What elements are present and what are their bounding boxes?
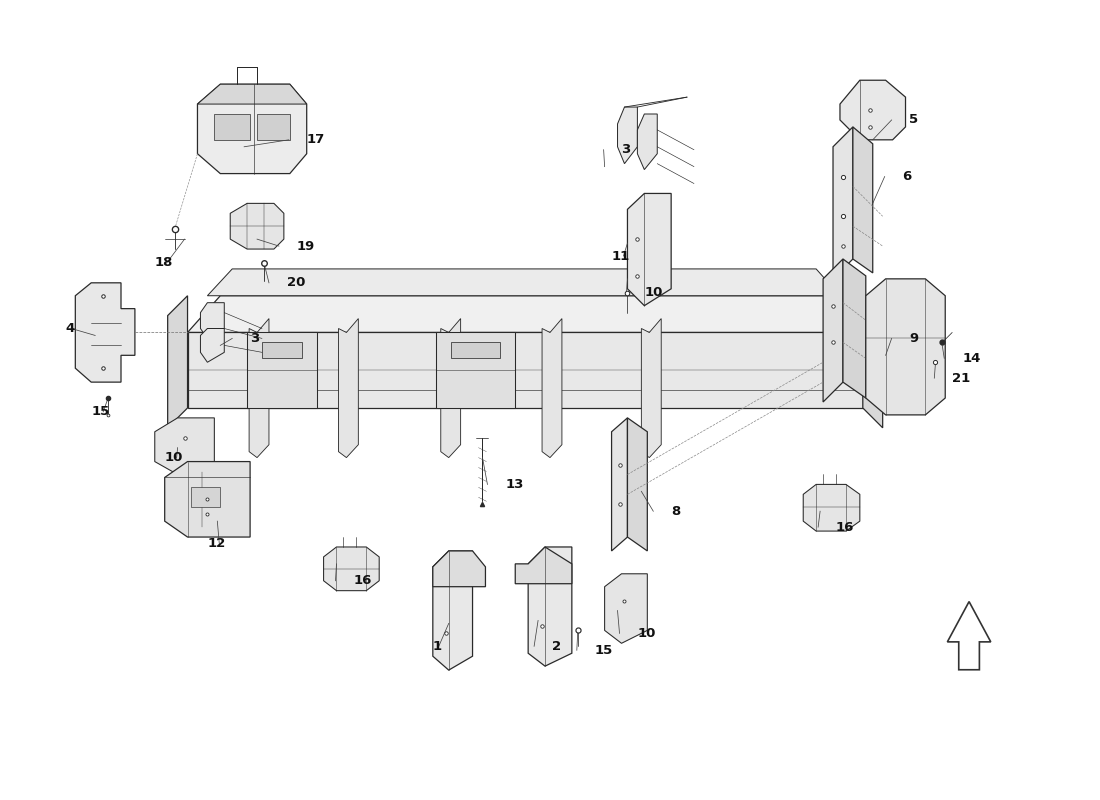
Polygon shape xyxy=(803,485,860,531)
Polygon shape xyxy=(249,318,270,458)
Polygon shape xyxy=(637,114,658,170)
Text: 10: 10 xyxy=(637,627,656,640)
Text: 4: 4 xyxy=(65,322,75,335)
Text: 20: 20 xyxy=(287,276,305,290)
Text: 8: 8 xyxy=(671,505,681,518)
Polygon shape xyxy=(208,269,840,296)
Polygon shape xyxy=(542,318,562,458)
Polygon shape xyxy=(840,269,862,322)
Polygon shape xyxy=(432,551,473,670)
Polygon shape xyxy=(612,418,627,551)
Polygon shape xyxy=(167,296,187,428)
Polygon shape xyxy=(187,296,862,333)
Polygon shape xyxy=(262,342,301,358)
Polygon shape xyxy=(432,551,485,586)
Text: 17: 17 xyxy=(307,134,324,146)
Polygon shape xyxy=(833,127,853,279)
Text: 10: 10 xyxy=(165,451,183,464)
Polygon shape xyxy=(641,318,661,458)
Polygon shape xyxy=(200,329,224,362)
Text: 15: 15 xyxy=(91,406,110,418)
Polygon shape xyxy=(862,296,882,428)
Polygon shape xyxy=(155,418,214,474)
Polygon shape xyxy=(451,342,501,358)
Polygon shape xyxy=(190,487,220,507)
Text: 6: 6 xyxy=(902,170,912,183)
Polygon shape xyxy=(605,574,647,643)
Polygon shape xyxy=(198,84,307,174)
Polygon shape xyxy=(436,333,515,408)
Polygon shape xyxy=(257,114,289,140)
Text: 19: 19 xyxy=(297,239,315,253)
Polygon shape xyxy=(198,84,307,104)
Polygon shape xyxy=(866,279,945,415)
Polygon shape xyxy=(617,107,637,164)
Polygon shape xyxy=(187,333,862,408)
Polygon shape xyxy=(852,127,872,273)
Polygon shape xyxy=(627,418,647,551)
Text: 14: 14 xyxy=(962,352,980,365)
Text: 5: 5 xyxy=(910,114,918,126)
Polygon shape xyxy=(528,547,572,666)
Text: 15: 15 xyxy=(595,644,613,657)
Polygon shape xyxy=(214,114,250,140)
Text: 11: 11 xyxy=(612,250,630,262)
Text: 3: 3 xyxy=(250,332,260,345)
Text: 10: 10 xyxy=(645,286,662,299)
Polygon shape xyxy=(627,194,671,306)
Polygon shape xyxy=(165,462,250,537)
Polygon shape xyxy=(840,80,905,140)
Text: 9: 9 xyxy=(910,332,918,345)
Text: 1: 1 xyxy=(432,640,442,653)
Polygon shape xyxy=(339,318,359,458)
Polygon shape xyxy=(823,259,843,402)
Polygon shape xyxy=(200,302,224,338)
Polygon shape xyxy=(75,283,135,382)
Text: 21: 21 xyxy=(953,372,970,385)
Text: 2: 2 xyxy=(552,640,561,653)
Polygon shape xyxy=(515,547,572,584)
Polygon shape xyxy=(441,318,461,458)
Text: 16: 16 xyxy=(353,574,372,587)
Polygon shape xyxy=(843,259,866,398)
Text: 3: 3 xyxy=(621,143,630,156)
Polygon shape xyxy=(230,203,284,249)
Text: 13: 13 xyxy=(505,478,524,491)
Text: 12: 12 xyxy=(208,538,226,550)
Text: 16: 16 xyxy=(836,521,855,534)
Polygon shape xyxy=(323,547,379,590)
Polygon shape xyxy=(248,333,317,408)
Text: 18: 18 xyxy=(155,257,173,270)
